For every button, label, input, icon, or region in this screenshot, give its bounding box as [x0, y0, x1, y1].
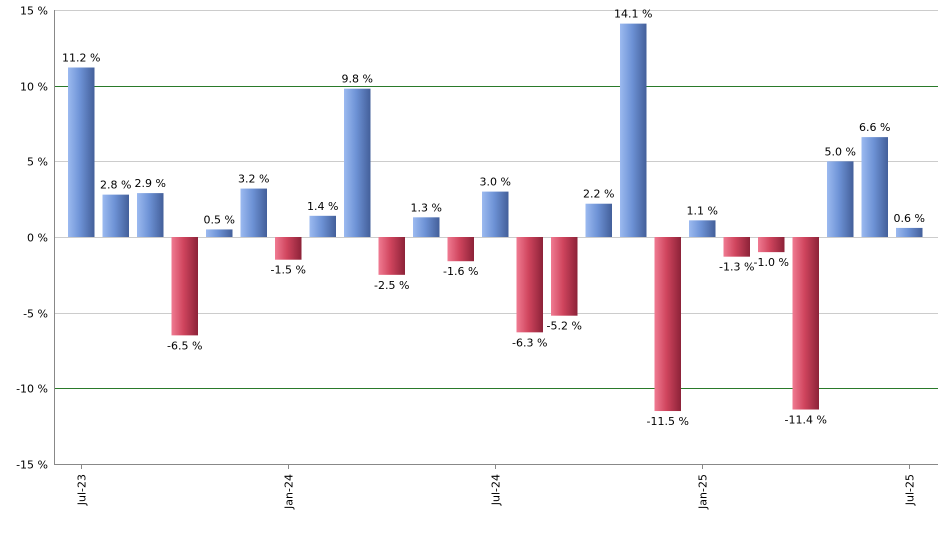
data-label: -11.4 %	[785, 414, 827, 427]
data-label: -11.5 %	[647, 415, 689, 428]
data-label: 0.5 %	[204, 213, 235, 226]
data-label: 3.0 %	[480, 176, 511, 189]
bar-Nov-23	[206, 229, 233, 237]
bar-Jul-25	[896, 227, 923, 237]
bar-Feb-25	[723, 237, 750, 257]
bar-Apr-25	[792, 237, 819, 410]
data-label: 3.2 %	[238, 173, 269, 186]
data-label: 14.1 %	[614, 8, 652, 21]
bar-Jan-24	[275, 237, 302, 260]
data-label: -1.0 %	[754, 256, 789, 269]
data-label: -2.5 %	[374, 279, 409, 292]
bar-Jul-23	[68, 67, 95, 237]
bar-Aug-24	[516, 237, 543, 333]
bars	[68, 23, 923, 412]
data-labels: 11.2 % 2.8 % 2.9 % -6.5 % 0.5 % 3.2 % -1.5 % 1.…	[62, 8, 925, 428]
bar-Jun-24	[447, 237, 474, 262]
data-label: 5.0 %	[825, 145, 856, 158]
data-label: -5.2 %	[547, 320, 582, 333]
bar-Oct-24	[585, 203, 612, 237]
y-tick-label: 15 %	[20, 5, 48, 18]
bar-May-24	[413, 217, 440, 237]
data-label: 11.2 %	[62, 52, 100, 65]
x-tick-label: Jul-24	[490, 474, 503, 506]
bar-Sep-23	[137, 193, 164, 237]
x-tick-label: Jan-24	[283, 474, 296, 510]
y-tick-label: 0 %	[27, 232, 48, 245]
bar-Nov-24	[620, 23, 647, 238]
x-tick-label: Jan-25	[697, 474, 710, 510]
bar-Apr-24	[378, 237, 405, 275]
data-label: 1.3 %	[411, 201, 442, 214]
data-label: 0.6 %	[894, 212, 925, 225]
data-label: -1.5 %	[271, 264, 306, 277]
data-label: 2.9 %	[135, 177, 166, 190]
bar-Dec-23	[240, 188, 267, 237]
y-tick-label: -15 %	[16, 459, 48, 472]
axes: 15 % 10 % 5 % 0 % -5 % -10 % -15 % Jul-23 Jan-24…	[16, 5, 938, 510]
bar-Mar-24	[344, 88, 371, 238]
bar-Feb-24	[309, 215, 336, 237]
bar-Jul-24	[482, 191, 509, 237]
data-label: 1.1 %	[687, 204, 718, 217]
data-label: -1.6 %	[443, 265, 478, 278]
data-label: 6.6 %	[859, 121, 890, 134]
bar-May-25	[827, 161, 854, 237]
data-label: -6.3 %	[512, 336, 547, 349]
data-label: -1.3 %	[719, 261, 754, 274]
data-label: 1.4 %	[307, 200, 338, 213]
bar-Jun-25	[861, 137, 888, 237]
bar-Sep-24	[551, 237, 578, 316]
x-tick-label: Jul-25	[904, 474, 917, 506]
data-label: 9.8 %	[342, 73, 373, 86]
bar-Oct-23	[171, 237, 198, 336]
bar-Aug-23	[102, 194, 129, 237]
bar-Jan-25	[689, 220, 716, 237]
y-tick-label: -10 %	[16, 383, 48, 396]
y-tick-label: 5 %	[27, 156, 48, 169]
x-tick-label: Jul-23	[76, 474, 89, 506]
data-label: 2.2 %	[583, 188, 614, 201]
bar-Dec-24	[654, 237, 681, 412]
y-tick-label: -5 %	[23, 308, 48, 321]
data-label: 2.8 %	[100, 179, 131, 192]
bar-Mar-25	[758, 237, 785, 253]
y-tick-label: 10 %	[20, 81, 48, 94]
data-label: -6.5 %	[167, 339, 202, 352]
